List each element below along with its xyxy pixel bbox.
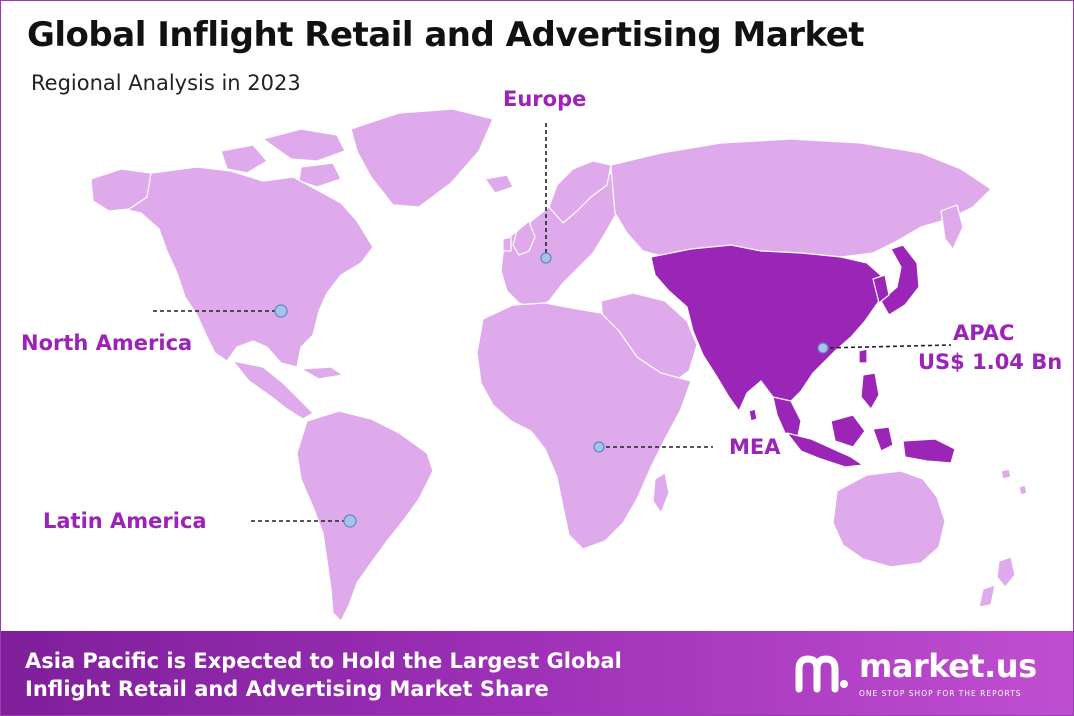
africa-shape — [476, 302, 692, 550]
madagascar-shape — [652, 472, 670, 514]
australia-shape — [832, 470, 946, 568]
mea-marker — [593, 441, 605, 453]
north-america-shape — [112, 166, 374, 368]
world-map — [90, 108, 1028, 622]
apac-marker — [817, 342, 829, 354]
central-america-shape — [232, 360, 314, 420]
europe-marker — [540, 252, 552, 264]
arctic-islands-shape — [262, 128, 346, 162]
apac-leader — [822, 344, 952, 349]
brand-name: market.us — [859, 647, 1037, 685]
japan-shape — [880, 244, 920, 316]
mea-label: MEA — [729, 435, 781, 459]
market-us-logo-icon — [795, 655, 848, 693]
footer-headline: Asia Pacific is Expected to Hold the Lar… — [25, 647, 622, 703]
page-title: Global Inflight Retail and Advertising M… — [27, 15, 865, 55]
latin-america-marker — [343, 514, 357, 528]
alaska-shape — [90, 168, 152, 212]
greenland-shape — [350, 108, 494, 208]
south-america-shape — [296, 410, 434, 622]
brand-tagline: ONE STOP SHOP FOR THE REPORTS — [859, 689, 1022, 698]
footer-line-1: Asia Pacific is Expected to Hold the Lar… — [25, 649, 622, 673]
apac-value: US$ 1.04 Bn — [918, 350, 1063, 374]
uk-shape — [512, 220, 536, 256]
page-subtitle: Regional Analysis in 2023 — [31, 71, 301, 95]
north-america-label: North America — [21, 331, 193, 355]
apac-label: APAC — [953, 321, 1015, 345]
latin-america-label: Latin America — [43, 509, 207, 533]
footer-banner: Asia Pacific is Expected to Hold the Lar… — [1, 631, 1073, 715]
russia-shape — [610, 138, 992, 258]
brand-logo: market.us ONE STOP SHOP FOR THE REPORTS — [793, 647, 1053, 707]
north-america-marker — [274, 304, 288, 318]
indonesia-shape — [786, 432, 864, 468]
footer-line-2: Inflight Retail and Advertising Market S… — [25, 677, 549, 701]
apac-region-shape — [650, 244, 886, 412]
scandinavia-shape — [548, 160, 612, 224]
europe-label: Europe — [503, 87, 587, 111]
